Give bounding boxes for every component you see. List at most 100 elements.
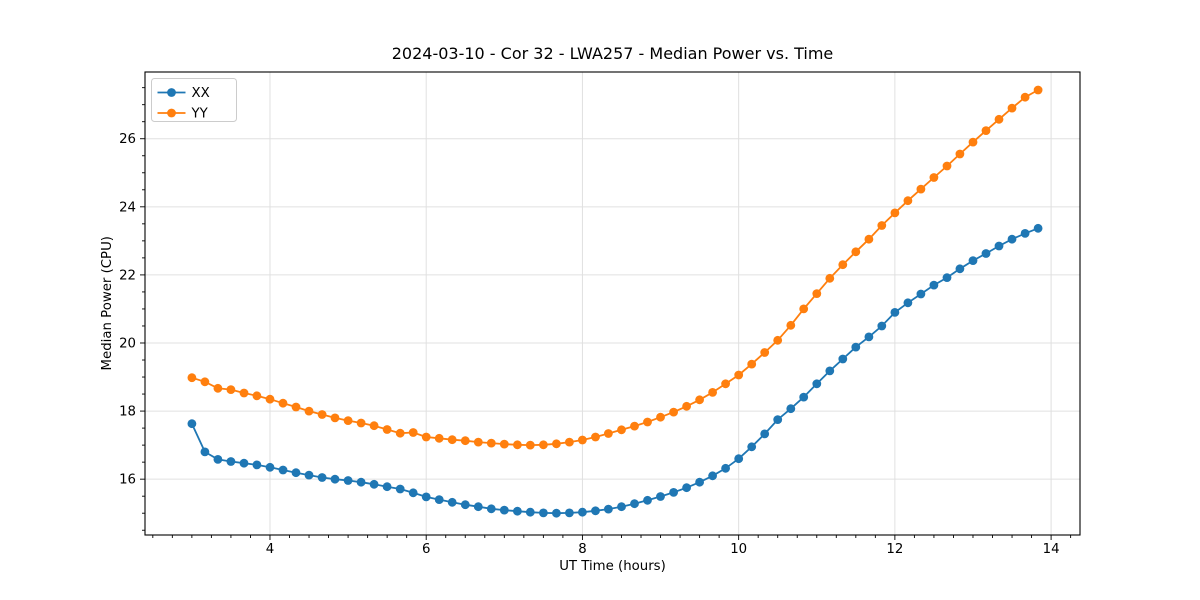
data-point-XX: [434, 495, 444, 504]
data-point-YY: [213, 383, 223, 393]
x-tick-label: 14: [1043, 542, 1060, 557]
data-point-YY: [187, 373, 197, 383]
data-point-XX: [226, 457, 236, 466]
data-point-XX: [382, 482, 392, 492]
data-point-XX: [447, 497, 457, 507]
data-point-YY: [968, 137, 978, 147]
x-tick-label: 6: [422, 542, 430, 557]
data-point-XX: [734, 454, 744, 464]
data-point-XX: [721, 463, 730, 473]
data-point-XX: [525, 507, 535, 517]
data-point-XX: [708, 471, 717, 481]
data-point-YY: [994, 114, 1004, 124]
data-point-XX: [630, 499, 639, 509]
data-point-XX: [942, 273, 952, 282]
data-point-XX: [395, 484, 405, 494]
data-point-XX: [799, 392, 809, 402]
data-point-XX: [278, 465, 288, 475]
data-point-YY: [578, 435, 587, 445]
data-point-YY: [330, 413, 340, 423]
data-point-XX: [695, 477, 704, 487]
legend-item-XX: XX: [157, 86, 210, 101]
data-point-YY: [382, 425, 392, 434]
data-point-YY: [278, 398, 288, 408]
data-point-YY: [565, 437, 574, 447]
legend-item-YY: YY: [157, 107, 209, 122]
data-point-YY: [408, 428, 418, 437]
data-point-YY: [838, 260, 848, 270]
data-point-YY: [1020, 92, 1030, 102]
data-point-XX: [968, 256, 978, 265]
data-point-YY: [200, 377, 210, 387]
data-point-YY: [499, 439, 509, 449]
data-point-XX: [578, 507, 587, 517]
data-point-XX: [994, 241, 1004, 251]
data-point-XX: [330, 474, 340, 484]
y-tick-label: 16: [119, 473, 136, 488]
data-point-XX: [929, 280, 939, 290]
data-point-YY: [643, 417, 652, 427]
data-point-XX: [304, 470, 314, 480]
data-point-XX: [1007, 234, 1017, 244]
x-tick-label: 8: [578, 542, 586, 557]
data-point-YY: [760, 348, 770, 357]
legend-marker-sample: [167, 88, 176, 97]
y-tick-label: 22: [119, 268, 136, 283]
data-point-XX: [916, 289, 926, 299]
data-point-XX: [408, 488, 418, 498]
data-point-YY: [356, 418, 366, 428]
data-point-XX: [213, 455, 223, 464]
data-point-XX: [890, 308, 900, 317]
data-point-XX: [460, 500, 470, 510]
data-point-YY: [864, 234, 874, 244]
x-tick-label: 12: [886, 542, 903, 557]
data-point-YY: [812, 289, 822, 298]
data-point-XX: [981, 249, 991, 258]
x-tick-label: 4: [266, 542, 274, 557]
data-point-XX: [343, 476, 353, 485]
data-point-YY: [604, 429, 613, 438]
data-point-XX: [812, 379, 822, 389]
data-point-YY: [708, 388, 717, 397]
data-point-YY: [877, 221, 887, 230]
data-point-XX: [565, 508, 574, 518]
data-point-YY: [304, 406, 314, 416]
data-point-YY: [656, 412, 665, 422]
data-point-XX: [486, 504, 496, 514]
data-point-YY: [421, 432, 431, 442]
data-point-YY: [916, 184, 926, 194]
data-point-YY: [1007, 103, 1017, 113]
data-point-YY: [525, 440, 535, 450]
data-point-YY: [903, 196, 913, 206]
data-point-XX: [499, 505, 509, 515]
data-point-YY: [799, 304, 809, 314]
data-point-XX: [656, 492, 665, 501]
data-point-YY: [942, 161, 952, 171]
data-point-XX: [200, 447, 210, 457]
data-point-YY: [591, 432, 600, 442]
data-point-XX: [473, 502, 483, 512]
data-point-YY: [460, 436, 470, 446]
data-point-YY: [252, 391, 262, 401]
data-point-YY: [786, 320, 796, 330]
gridlines: [145, 72, 1080, 535]
y-axis-label: Median Power (CPU): [99, 236, 115, 371]
data-point-YY: [682, 401, 691, 411]
plot-border: [144, 71, 1081, 536]
data-point-YY: [851, 247, 861, 257]
y-tick-label: 18: [119, 405, 136, 420]
data-point-YY: [721, 379, 730, 389]
data-point-XX: [265, 462, 275, 472]
data-point-YY: [929, 173, 939, 182]
x-axis-label: UT Time (hours): [559, 559, 666, 574]
data-point-YY: [695, 395, 704, 405]
data-point-XX: [1033, 223, 1043, 233]
data-point-YY: [486, 438, 496, 448]
data-point-YY: [226, 385, 236, 394]
tick-labels: 4 6 8 10 12 14 16 18 20 22 24 26: [119, 132, 1059, 557]
data-point-YY: [773, 335, 783, 345]
legend-marker-sample: [167, 108, 176, 118]
data-point-YY: [447, 435, 457, 445]
data-point-YY: [291, 402, 301, 412]
